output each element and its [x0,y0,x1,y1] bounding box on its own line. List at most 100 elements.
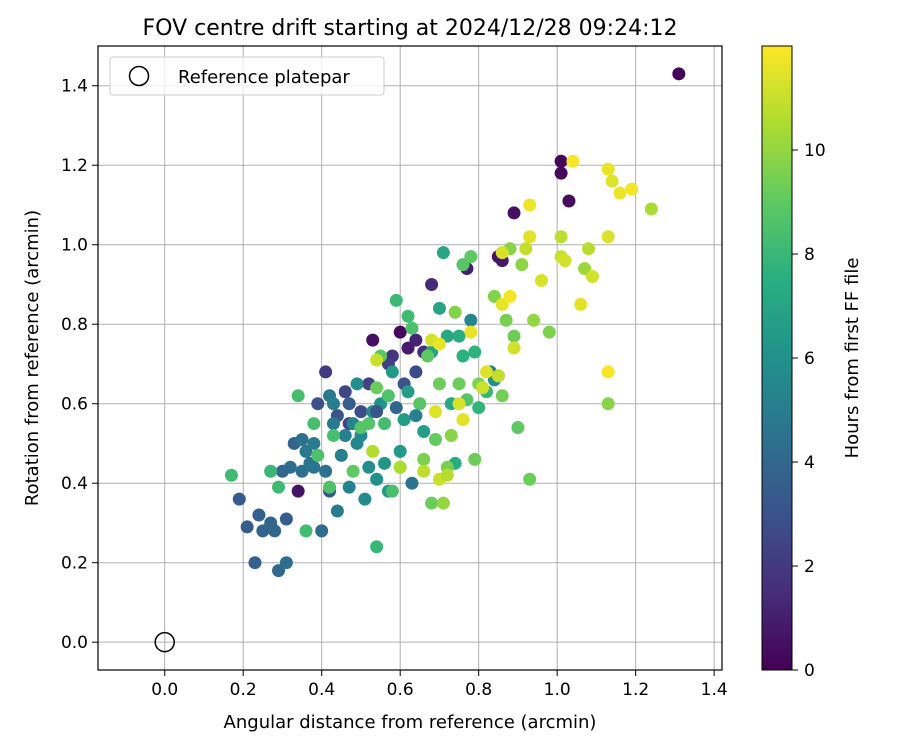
reference-platepar-marker [154,631,175,653]
data-point [523,472,537,486]
data-point [432,377,446,391]
data-point [436,496,450,510]
data-point [417,452,431,466]
data-point [519,242,533,256]
data-point [542,325,556,339]
data-point [326,417,340,431]
colorbar-gradient [761,45,793,671]
data-point [432,337,446,351]
data-point [338,385,352,399]
x-tick-label: 0.2 [230,680,257,700]
data-point [452,397,466,411]
data-point [601,230,615,244]
data-point [409,333,423,347]
data-point [554,166,568,180]
data-point [456,413,470,427]
data-point [326,397,340,411]
data-point [511,421,525,435]
data-point [507,341,521,355]
data-point [625,182,639,196]
y-axis-label: Rotation from reference (arcmin) [22,210,43,506]
data-point [401,309,415,323]
data-point [268,524,282,538]
colorbar-tick-label: 10 [804,141,826,161]
data-point [534,273,548,287]
data-point [252,508,266,522]
data-point [601,397,615,411]
data-point [385,484,399,498]
x-tick-label: 0.0 [151,680,178,700]
data-point [417,464,431,478]
data-point [279,556,293,570]
data-point [468,345,482,359]
data-point [326,429,340,443]
data-point [554,154,568,168]
data-point [582,242,596,256]
y-tick-label: 1.2 [61,156,88,176]
data-point [389,401,403,415]
data-point [319,365,333,379]
data-point [264,464,278,478]
data-point [311,397,325,411]
data-point [409,409,423,423]
data-point [346,464,360,478]
x-axis-label: Angular distance from reference (arcmin) [224,712,597,733]
data-point [370,540,384,554]
data-point [456,349,470,363]
colorbar-tick-label: 8 [804,245,815,265]
data-point [444,429,458,443]
y-tick-label: 0.6 [61,395,88,415]
data-point [307,436,321,450]
x-tick-label: 1.2 [622,680,649,700]
data-point [554,230,568,244]
data-point [562,194,576,208]
data-point [425,277,439,291]
data-point [370,405,384,419]
data-point [272,564,286,578]
x-tick-label: 0.6 [387,680,414,700]
y-tick-label: 1.0 [61,236,88,256]
data-point [495,246,509,260]
data-point [495,297,509,311]
data-point [448,305,462,319]
data-point [527,313,541,327]
data-point [299,444,313,458]
legend: Reference platepar [109,56,385,96]
data-point [342,397,356,411]
data-point [307,460,321,474]
data-point [491,369,505,383]
data-point [275,464,289,478]
data-point [319,464,333,478]
data-point [425,496,439,510]
data-point [330,504,344,518]
data-point [421,349,435,363]
data-point [429,405,443,419]
data-point [401,341,415,355]
data-point [397,413,411,427]
data-point [393,325,407,339]
data-point [389,293,403,307]
legend-label: Reference platepar [178,67,350,88]
data-point [256,524,270,538]
data-point [558,254,572,268]
data-point [429,432,443,446]
y-tick-label: 0.4 [61,474,88,494]
data-point [385,365,399,379]
data-point [370,381,384,395]
data-point [409,365,423,379]
data-point [405,321,419,335]
data-point [362,417,376,431]
data-point [578,262,592,276]
x-tick-label: 1.4 [701,680,728,700]
data-point [499,313,513,327]
data-point [272,480,286,494]
data-point [370,353,384,367]
data-point [507,206,521,220]
colorbar-tick-label: 0 [804,661,815,681]
data-point [315,524,329,538]
data-point [413,397,427,411]
data-point [456,258,470,272]
data-point [232,492,246,506]
y-tick-label: 0.2 [61,554,88,574]
data-point [366,333,380,347]
